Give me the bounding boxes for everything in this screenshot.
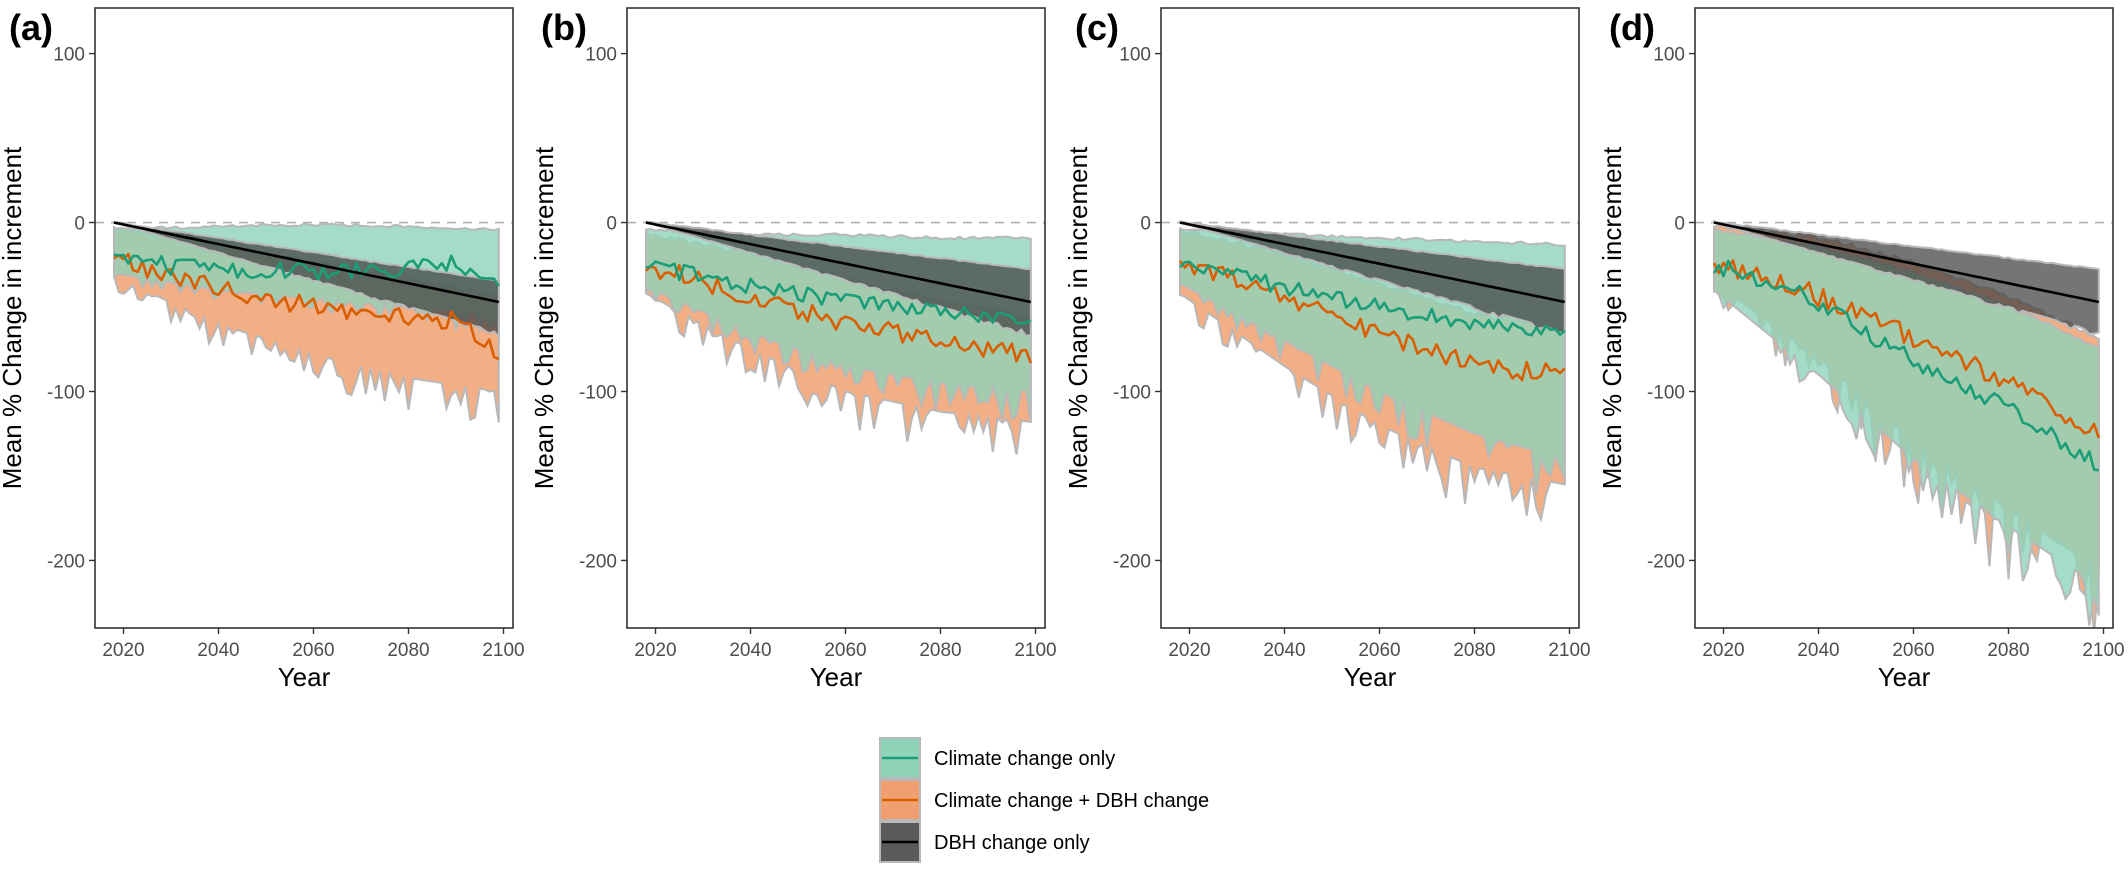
legend-item-1: Climate change only — [879, 737, 1115, 779]
x-tick-label: 2020 — [1168, 640, 1210, 661]
x-tick-label: 2100 — [1014, 640, 1056, 661]
y-tick-label: -100 — [579, 382, 617, 403]
line-dbh-change-only — [1179, 221, 1566, 304]
line-climate-change-dbh-change — [1712, 258, 2101, 439]
band-dbh-change-only — [1713, 219, 2100, 335]
x-tick-label: 2040 — [1797, 640, 1839, 661]
x-tick-label: 2020 — [634, 640, 676, 661]
x-tick-label: 2040 — [729, 640, 771, 661]
y-tick-label: 100 — [53, 45, 85, 66]
x-tick-label: 2020 — [102, 640, 144, 661]
x-tick-label: 2080 — [919, 640, 961, 661]
line-climate-change-only — [1712, 259, 2099, 472]
x-tick-label: 2040 — [1263, 640, 1305, 661]
x-axis-title: Year — [1878, 662, 1931, 692]
line-climate-change-only — [645, 260, 1032, 325]
x-axis-title: Year — [1344, 662, 1397, 692]
y-tick-label: -200 — [1113, 551, 1151, 572]
x-axis-title: Year — [278, 662, 331, 692]
band-dbh-change-only — [645, 220, 1032, 337]
legend-label: Climate change + DBH change — [934, 790, 1209, 812]
legend: Climate change only Climate change + DBH … — [879, 737, 1209, 863]
panel-border — [1694, 7, 2114, 629]
x-tick-label: 2100 — [482, 640, 524, 661]
y-tick-label: 100 — [1119, 45, 1151, 66]
panel-label: (d) — [1609, 7, 1655, 48]
plot-area — [1161, 220, 1579, 523]
y-tick-label: -100 — [1647, 382, 1685, 403]
panel-border — [94, 7, 514, 629]
panel-d: (d)100 0 -100 -200 2020 2040 2060 2080 2100 Year M… — [1597, 7, 2125, 692]
legend-item-3: DBH change only — [879, 821, 1090, 863]
panel-label: (c) — [1075, 7, 1119, 48]
line-dbh-change-only — [645, 221, 1032, 304]
x-tick-label: 2100 — [1548, 640, 1590, 661]
y-tick-label: -200 — [1647, 551, 1685, 572]
x-tick-label: 2060 — [1892, 640, 1934, 661]
y-tick-label: 0 — [1140, 214, 1151, 235]
x-tick-label: 2060 — [292, 640, 334, 661]
y-axis-title: Mean % Change in increment — [529, 146, 559, 489]
x-tick-label: 2080 — [1987, 640, 2029, 661]
line-dbh-change-only — [113, 221, 500, 304]
x-tick-label: 2100 — [2082, 640, 2124, 661]
y-tick-label: 100 — [585, 45, 617, 66]
legend-label: Climate change only — [934, 748, 1115, 770]
y-tick-label: -200 — [47, 551, 85, 572]
plot-area — [95, 220, 513, 423]
panel-c: (c)100 0 -100 -200 2020 2040 2060 2080 2100 Year M… — [1063, 7, 1591, 692]
panel-b: (b)100 0 -100 -200 2020 2040 2060 2080 2100 Year M… — [529, 7, 1057, 692]
y-tick-label: 0 — [74, 214, 85, 235]
x-axis-title: Year — [810, 662, 863, 692]
line-climate-change-dbh-change — [1178, 260, 1566, 382]
x-tick-label: 2020 — [1702, 640, 1744, 661]
y-axis-title: Mean % Change in increment — [0, 146, 27, 489]
x-tick-label: 2080 — [1453, 640, 1495, 661]
y-tick-label: -200 — [579, 551, 617, 572]
y-axis-title: Mean % Change in increment — [1063, 146, 1093, 489]
legend-item-2: Climate change + DBH change — [879, 779, 1209, 821]
panel-a: (a)100 0 -100 -200 2020 2040 2060 2080 2100 Year M… — [0, 7, 525, 692]
line-climate-change-dbh-change — [645, 263, 1033, 364]
band-dbh-change-only — [113, 220, 500, 339]
y-tick-label: 0 — [1674, 214, 1685, 235]
x-tick-label: 2060 — [824, 640, 866, 661]
y-tick-label: -100 — [1113, 382, 1151, 403]
panel-border — [1160, 7, 1580, 629]
legend-label: DBH change only — [934, 832, 1090, 854]
y-tick-label: 100 — [1653, 45, 1685, 66]
line-dbh-change-only — [1713, 221, 2100, 304]
plot-area — [627, 220, 1045, 455]
plot-area — [1695, 219, 2113, 628]
line-climate-change-dbh-change — [113, 252, 500, 361]
x-tick-label: 2060 — [1358, 640, 1400, 661]
y-tick-label: 0 — [606, 214, 617, 235]
y-tick-label: -100 — [47, 382, 85, 403]
x-tick-label: 2040 — [197, 640, 239, 661]
line-climate-change-only — [113, 253, 500, 287]
panel-label: (b) — [541, 7, 587, 48]
x-tick-label: 2080 — [387, 640, 429, 661]
panel-border — [626, 7, 1046, 629]
y-axis-title: Mean % Change in increment — [1597, 146, 1627, 489]
line-climate-change-only — [1179, 260, 1566, 337]
panel-label: (a) — [9, 7, 53, 48]
